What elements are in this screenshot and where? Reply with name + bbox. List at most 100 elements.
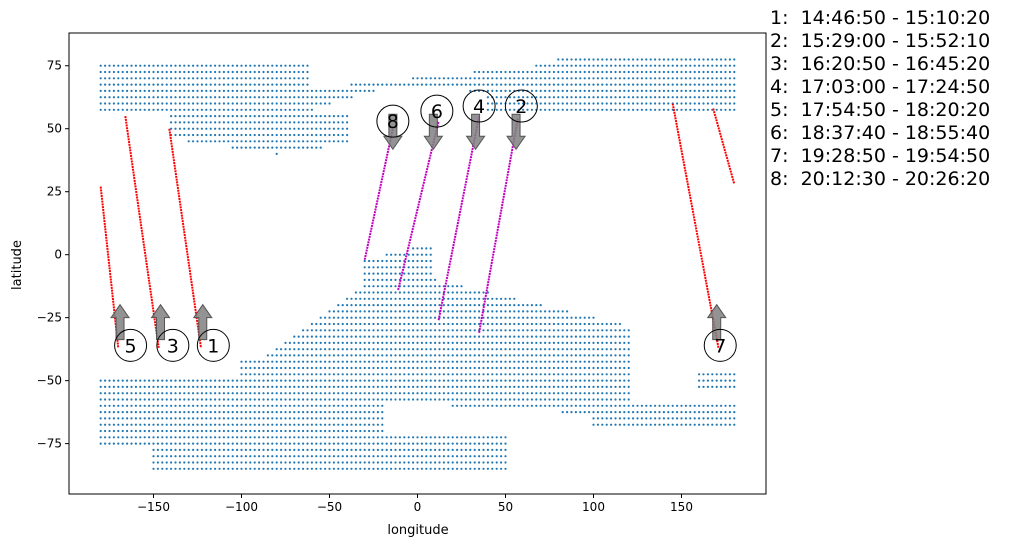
land-point	[324, 335, 327, 338]
land-point	[500, 89, 503, 92]
land-point	[310, 429, 313, 433]
land-point	[473, 392, 476, 395]
land-point	[478, 385, 481, 388]
land-point	[240, 140, 243, 143]
land-point	[689, 102, 692, 105]
land-point	[99, 64, 102, 67]
land-point	[293, 133, 296, 137]
land-point	[200, 83, 203, 86]
land-point	[284, 354, 287, 357]
land-point	[645, 77, 648, 80]
land-point	[227, 121, 230, 124]
land-point	[341, 423, 344, 426]
land-point	[504, 354, 507, 357]
land-point	[302, 341, 305, 344]
land-point	[271, 398, 274, 401]
land-point	[420, 304, 423, 307]
land-point	[372, 461, 375, 464]
land-point	[152, 436, 155, 439]
land-point	[464, 461, 467, 464]
land-point	[354, 329, 357, 332]
land-point	[275, 423, 278, 426]
land-point	[561, 96, 564, 99]
land-point	[350, 304, 353, 307]
land-point	[165, 417, 168, 420]
land-point	[434, 354, 437, 357]
land-point	[689, 96, 692, 99]
land-point	[284, 379, 287, 382]
land-point	[288, 102, 291, 105]
land-point	[214, 385, 217, 388]
land-point	[341, 392, 344, 395]
land-point	[121, 83, 124, 86]
land-point	[337, 423, 340, 426]
land-point	[306, 115, 309, 118]
land-point	[376, 316, 379, 319]
land-point	[350, 360, 353, 363]
land-point	[249, 436, 252, 439]
land-point	[522, 322, 525, 326]
land-point	[464, 297, 467, 300]
land-point	[284, 385, 287, 388]
land-point	[174, 127, 177, 130]
land-point	[412, 253, 415, 256]
land-point	[526, 77, 529, 80]
land-point	[610, 417, 613, 420]
land-point	[583, 360, 586, 363]
land-point	[618, 417, 622, 420]
land-point	[359, 304, 362, 307]
land-point	[610, 354, 613, 357]
land-point	[671, 70, 674, 74]
land-point	[214, 423, 217, 426]
land-point	[104, 77, 107, 80]
land-point	[121, 102, 124, 105]
land-point	[478, 310, 481, 313]
land-point	[416, 448, 419, 451]
land-point	[416, 366, 419, 370]
land-point	[544, 102, 547, 105]
land-point	[632, 102, 635, 105]
land-point	[337, 429, 340, 433]
land-point	[517, 385, 520, 388]
land-point	[354, 417, 357, 420]
land-point	[297, 467, 300, 470]
land-point	[605, 322, 608, 326]
land-point	[517, 360, 520, 363]
land-point	[728, 83, 732, 86]
land-point	[108, 398, 111, 401]
land-point	[486, 461, 489, 464]
land-point	[605, 64, 608, 67]
land-point	[658, 102, 661, 105]
land-point	[539, 404, 542, 407]
land-point	[306, 455, 309, 458]
land-point	[592, 89, 595, 92]
land-point	[504, 335, 507, 338]
land-point	[645, 58, 648, 61]
land-point	[359, 455, 362, 458]
land-point	[183, 115, 186, 118]
land-point	[429, 83, 432, 86]
land-point	[161, 83, 164, 86]
land-point	[253, 442, 256, 445]
land-point	[416, 77, 419, 80]
land-point	[337, 96, 340, 99]
land-point	[324, 354, 327, 357]
land-point	[319, 398, 322, 401]
land-point	[460, 455, 463, 458]
land-point	[596, 423, 600, 426]
land-point	[394, 335, 397, 338]
land-point	[337, 455, 340, 458]
land-point	[209, 411, 212, 414]
land-point	[183, 379, 186, 382]
land-point	[486, 360, 489, 363]
land-point	[214, 448, 217, 451]
land-point	[280, 127, 283, 130]
land-point	[328, 379, 331, 382]
land-point	[156, 64, 159, 67]
land-point	[583, 392, 586, 395]
land-point	[148, 77, 151, 80]
land-point	[482, 398, 485, 401]
land-point	[464, 366, 467, 370]
land-point	[530, 108, 534, 111]
land-point	[275, 83, 278, 86]
